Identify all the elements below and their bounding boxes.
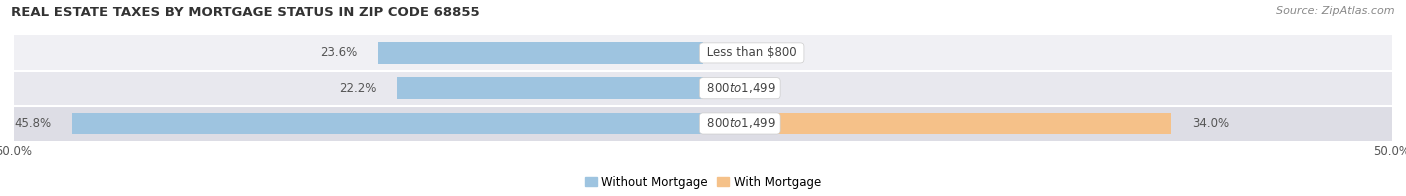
Bar bbox=[14, 71, 1392, 106]
Text: 45.8%: 45.8% bbox=[14, 117, 51, 130]
Legend: Without Mortgage, With Mortgage: Without Mortgage, With Mortgage bbox=[581, 171, 825, 193]
Bar bbox=[72, 113, 703, 134]
Bar bbox=[396, 77, 703, 99]
Text: Less than $800: Less than $800 bbox=[703, 46, 800, 59]
Text: Source: ZipAtlas.com: Source: ZipAtlas.com bbox=[1277, 6, 1395, 16]
Text: REAL ESTATE TAXES BY MORTGAGE STATUS IN ZIP CODE 68855: REAL ESTATE TAXES BY MORTGAGE STATUS IN … bbox=[11, 6, 479, 19]
Text: 0.0%: 0.0% bbox=[724, 46, 754, 59]
Bar bbox=[14, 35, 1392, 71]
Bar bbox=[14, 106, 1392, 141]
Bar bbox=[378, 42, 703, 64]
Text: $800 to $1,499: $800 to $1,499 bbox=[703, 81, 776, 95]
Text: $800 to $1,499: $800 to $1,499 bbox=[703, 116, 776, 131]
Text: 23.6%: 23.6% bbox=[321, 46, 357, 59]
Bar bbox=[703, 113, 1171, 134]
Text: 22.2%: 22.2% bbox=[339, 82, 377, 95]
Text: 0.0%: 0.0% bbox=[724, 82, 754, 95]
Text: 34.0%: 34.0% bbox=[1192, 117, 1229, 130]
